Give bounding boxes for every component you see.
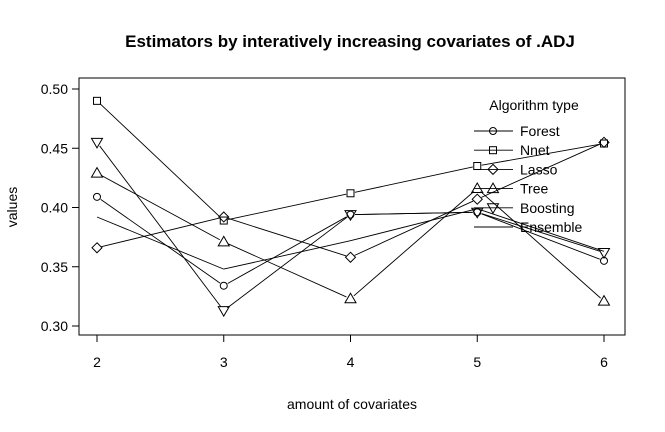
y-axis-label: values xyxy=(4,187,20,227)
y-tick-label: 0.45 xyxy=(41,140,68,156)
series-line-tree xyxy=(227,243,347,298)
series-ensemble xyxy=(96,208,605,270)
legend-marker-forest xyxy=(489,127,497,135)
point-nnet xyxy=(600,139,608,148)
x-tick-label: 6 xyxy=(600,354,608,370)
x-tick-label: 5 xyxy=(473,354,481,370)
legend-marker-tree xyxy=(486,182,500,194)
x-tick-label: 2 xyxy=(93,354,101,370)
x-axis: 2 3 4 5 6 xyxy=(93,334,608,370)
chart-title: Estimators by interatively increasing co… xyxy=(125,32,575,51)
series-line-ensemble xyxy=(96,216,224,270)
series-line-boosting xyxy=(481,213,600,252)
point-forest xyxy=(93,192,101,201)
series-line-tree xyxy=(480,191,601,299)
point-lasso xyxy=(344,251,357,263)
legend-entry-boosting: Boosting xyxy=(474,200,574,216)
point-lasso xyxy=(598,136,610,149)
point-lasso xyxy=(471,193,483,205)
point-forest xyxy=(346,210,355,219)
series-tree xyxy=(90,166,611,306)
point-boosting xyxy=(344,210,357,222)
legend-marker-lasso xyxy=(487,163,499,176)
point-nnet xyxy=(219,216,228,225)
series-boosting xyxy=(90,137,611,318)
series-nnet xyxy=(93,96,608,225)
point-tree xyxy=(90,166,104,178)
legend-label-ensemble: Ensemble xyxy=(520,219,582,235)
x-axis-label: amount of covariates xyxy=(287,396,417,412)
legend-label-nnet: Nnet xyxy=(520,142,550,158)
series-line-nnet xyxy=(481,143,600,166)
legend-label-tree: Tree xyxy=(520,181,548,197)
point-boosting xyxy=(90,137,104,149)
point-nnet xyxy=(346,189,355,198)
series-line-ensemble xyxy=(350,208,478,242)
point-lasso xyxy=(218,211,230,223)
point-tree xyxy=(344,292,357,304)
point-tree xyxy=(470,182,484,194)
series-line-nnet xyxy=(354,166,473,193)
legend-title: Algorithm type xyxy=(489,97,579,113)
legend-entry-lasso: Lasso xyxy=(474,161,558,177)
series-line-lasso xyxy=(227,217,347,257)
point-nnet xyxy=(473,162,482,171)
series-line-forest xyxy=(481,213,600,260)
series-line-lasso xyxy=(101,217,220,248)
point-tree xyxy=(217,235,231,247)
legend-label-boosting: Boosting xyxy=(520,200,574,216)
point-nnet xyxy=(93,96,101,105)
series-line-boosting xyxy=(99,145,222,308)
x-tick-label: 4 xyxy=(347,354,355,370)
legend-entry-nnet: Nnet xyxy=(474,142,550,158)
y-tick-label: 0.30 xyxy=(41,318,68,334)
legend-entry-tree: Tree xyxy=(474,181,548,197)
legend-entry-ensemble: Ensemble xyxy=(474,219,582,235)
series-line-ensemble xyxy=(477,208,605,252)
series-line-nnet xyxy=(228,193,347,221)
y-axis: 0.30 0.35 0.40 0.45 0.50 xyxy=(41,81,80,334)
series-line-lasso xyxy=(354,200,474,256)
legend-label-forest: Forest xyxy=(520,123,560,139)
series-line-forest xyxy=(227,216,347,284)
series-line-nnet xyxy=(99,103,221,218)
series-line-forest xyxy=(100,199,221,284)
point-forest xyxy=(219,281,228,290)
legend-marker-boosting xyxy=(486,203,500,215)
series-line-ensemble xyxy=(223,240,351,270)
x-tick-label: 3 xyxy=(220,354,228,370)
point-tree xyxy=(597,294,611,306)
legend-label-lasso: Lasso xyxy=(520,161,558,177)
y-tick-label: 0.50 xyxy=(41,81,68,97)
legend-entry-forest: Forest xyxy=(474,123,560,139)
series-line-tree xyxy=(353,191,475,297)
point-lasso xyxy=(91,242,103,254)
legend-marker-nnet xyxy=(489,146,497,155)
series-line-tree xyxy=(100,174,221,241)
y-tick-label: 0.40 xyxy=(41,200,68,216)
legend: Algorithm type Forest Nnet Lasso Tree Boosti… xyxy=(474,97,582,235)
point-boosting xyxy=(217,306,231,318)
point-boosting xyxy=(597,248,611,260)
series-line-boosting xyxy=(227,216,348,309)
series-line-boosting xyxy=(354,211,473,215)
y-tick-label: 0.35 xyxy=(41,259,68,275)
